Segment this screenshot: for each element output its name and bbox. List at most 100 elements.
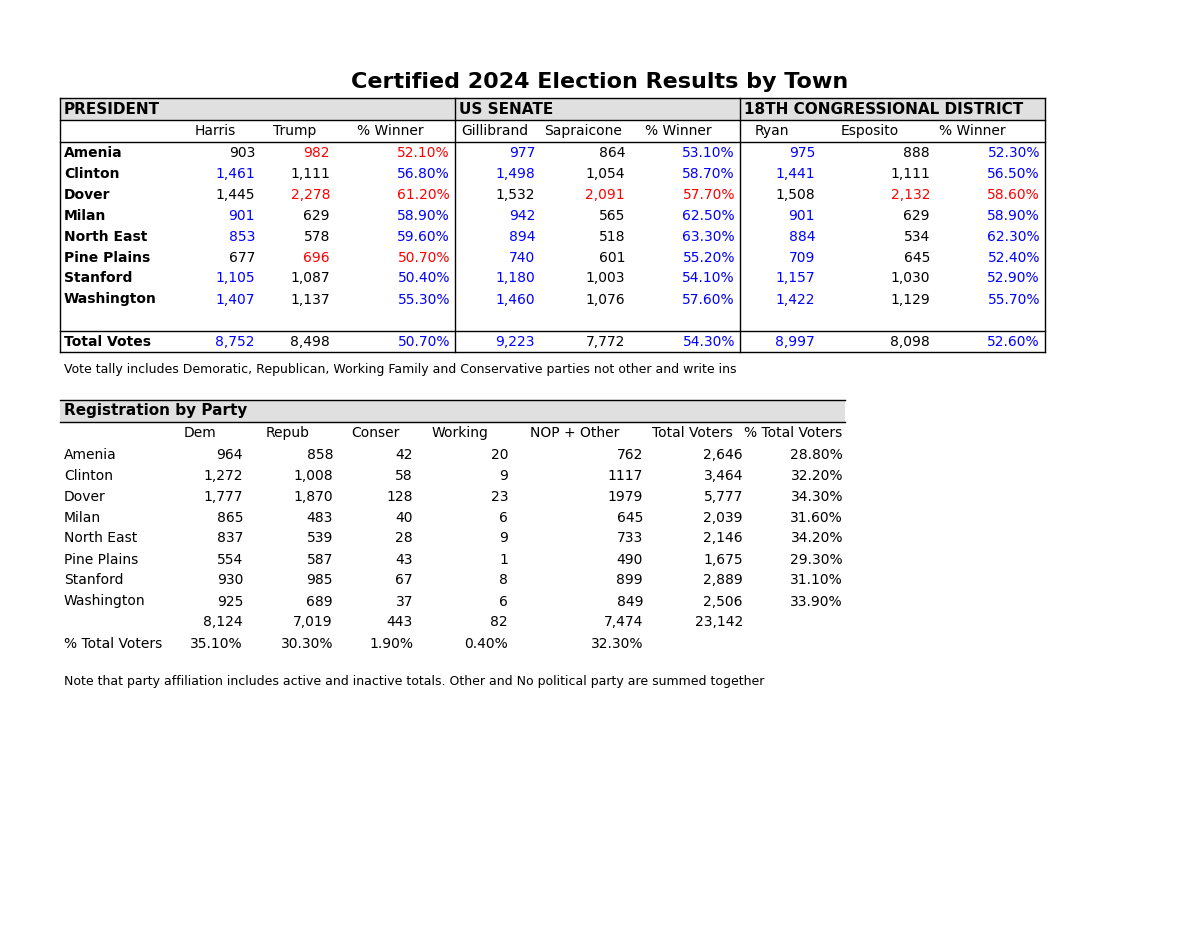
Text: 128: 128 <box>386 489 413 503</box>
Text: 55.70%: 55.70% <box>988 293 1040 307</box>
Text: 483: 483 <box>307 511 334 525</box>
Text: 55.30%: 55.30% <box>397 293 450 307</box>
Text: 1,498: 1,498 <box>496 167 535 181</box>
Text: 849: 849 <box>617 594 643 608</box>
Text: 9: 9 <box>499 468 508 482</box>
Text: 578: 578 <box>304 230 330 244</box>
Text: 1,422: 1,422 <box>775 293 815 307</box>
Text: 9,223: 9,223 <box>496 335 535 349</box>
Text: Washington: Washington <box>64 594 145 608</box>
Text: 62.50%: 62.50% <box>683 209 734 222</box>
Text: 58: 58 <box>395 468 413 482</box>
Text: 925: 925 <box>217 594 242 608</box>
Text: Stanford: Stanford <box>64 574 124 588</box>
Text: 8,752: 8,752 <box>216 335 256 349</box>
Text: 443: 443 <box>386 616 413 629</box>
Text: 629: 629 <box>304 209 330 222</box>
Text: 1,076: 1,076 <box>586 293 625 307</box>
Bar <box>60 400 845 422</box>
Text: % Total Voters: % Total Voters <box>64 637 162 651</box>
Text: 32.30%: 32.30% <box>590 637 643 651</box>
Text: 554: 554 <box>217 552 242 566</box>
Text: 52.60%: 52.60% <box>988 335 1040 349</box>
Text: Clinton: Clinton <box>64 468 113 482</box>
Text: Harris: Harris <box>194 124 235 138</box>
Text: 1,460: 1,460 <box>496 293 535 307</box>
Text: 565: 565 <box>599 209 625 222</box>
Text: 901: 901 <box>788 209 815 222</box>
Text: % Total Voters: % Total Voters <box>744 426 842 440</box>
Text: 23,142: 23,142 <box>695 616 743 629</box>
Text: Milan: Milan <box>64 209 107 222</box>
Text: 677: 677 <box>229 250 256 264</box>
Text: 55.20%: 55.20% <box>683 250 734 264</box>
Text: 1,129: 1,129 <box>890 293 930 307</box>
Text: 1,087: 1,087 <box>290 272 330 286</box>
Text: 67: 67 <box>395 574 413 588</box>
Text: 1,441: 1,441 <box>775 167 815 181</box>
Text: % Winner: % Winner <box>356 124 424 138</box>
Text: 7,772: 7,772 <box>586 335 625 349</box>
Text: 930: 930 <box>217 574 242 588</box>
Text: 2,132: 2,132 <box>890 187 930 201</box>
Text: 1,532: 1,532 <box>496 187 535 201</box>
Text: 964: 964 <box>216 448 242 462</box>
Text: Note that party affiliation includes active and inactive totals. Other and No po: Note that party affiliation includes act… <box>64 676 764 689</box>
Text: 7,474: 7,474 <box>604 616 643 629</box>
Text: 8: 8 <box>499 574 508 588</box>
Text: Dover: Dover <box>64 489 106 503</box>
Text: 2,278: 2,278 <box>290 187 330 201</box>
Text: 59.60%: 59.60% <box>397 230 450 244</box>
Text: 1,137: 1,137 <box>290 293 330 307</box>
Text: 1,675: 1,675 <box>703 552 743 566</box>
Text: Conser: Conser <box>350 426 400 440</box>
Text: 762: 762 <box>617 448 643 462</box>
Text: 2,506: 2,506 <box>703 594 743 608</box>
Text: 58.90%: 58.90% <box>397 209 450 222</box>
Text: 56.80%: 56.80% <box>397 167 450 181</box>
Text: 57.60%: 57.60% <box>683 293 734 307</box>
Bar <box>455 98 740 120</box>
Text: 52.30%: 52.30% <box>988 146 1040 159</box>
Text: Total Votes: Total Votes <box>64 335 151 349</box>
Text: Amenia: Amenia <box>64 146 122 159</box>
Text: 32.20%: 32.20% <box>791 468 842 482</box>
Text: 23: 23 <box>491 489 508 503</box>
Text: 30.30%: 30.30% <box>281 637 334 651</box>
Text: 6: 6 <box>499 594 508 608</box>
Text: Certified 2024 Election Results by Town: Certified 2024 Election Results by Town <box>352 72 848 92</box>
Text: 740: 740 <box>509 250 535 264</box>
Text: 629: 629 <box>904 209 930 222</box>
Text: 1,003: 1,003 <box>586 272 625 286</box>
Text: 2,039: 2,039 <box>703 511 743 525</box>
Text: 884: 884 <box>788 230 815 244</box>
Text: 858: 858 <box>306 448 334 462</box>
Text: Dem: Dem <box>184 426 216 440</box>
Text: 1979: 1979 <box>607 489 643 503</box>
Text: 20: 20 <box>491 448 508 462</box>
Text: 58.60%: 58.60% <box>988 187 1040 201</box>
Text: 894: 894 <box>509 230 535 244</box>
Text: 1,105: 1,105 <box>215 272 256 286</box>
Text: 518: 518 <box>599 230 625 244</box>
Text: 2,646: 2,646 <box>703 448 743 462</box>
Text: 52.10%: 52.10% <box>397 146 450 159</box>
Text: 52.40%: 52.40% <box>988 250 1040 264</box>
Text: 0.40%: 0.40% <box>464 637 508 651</box>
Text: 54.30%: 54.30% <box>683 335 734 349</box>
Text: 54.10%: 54.10% <box>683 272 734 286</box>
Text: 2,091: 2,091 <box>586 187 625 201</box>
Text: 42: 42 <box>396 448 413 462</box>
Text: Esposito: Esposito <box>841 124 899 138</box>
Text: 57.70%: 57.70% <box>683 187 734 201</box>
Text: 1,461: 1,461 <box>215 167 256 181</box>
Text: 903: 903 <box>229 146 256 159</box>
Text: 3,464: 3,464 <box>703 468 743 482</box>
Text: 709: 709 <box>788 250 815 264</box>
Text: 977: 977 <box>509 146 535 159</box>
Text: 1,870: 1,870 <box>293 489 334 503</box>
Text: Total Voters: Total Voters <box>652 426 732 440</box>
Text: 1.90%: 1.90% <box>370 637 413 651</box>
Text: 34.30%: 34.30% <box>791 489 842 503</box>
Text: 645: 645 <box>904 250 930 264</box>
